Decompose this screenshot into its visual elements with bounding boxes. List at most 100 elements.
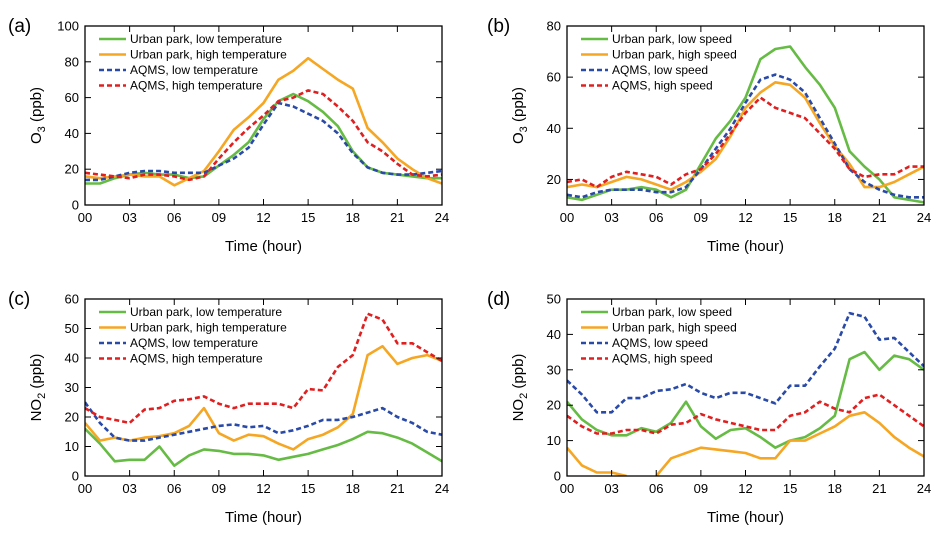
legend-label: AQMS, high temperature <box>130 79 263 93</box>
x-tick-label: 15 <box>301 481 315 496</box>
x-axis-title: Time (hour) <box>225 509 302 526</box>
y-tick-label: 30 <box>65 380 79 395</box>
y-axis-title-subscript: 2 <box>518 393 530 399</box>
y-axis-title-unit: (ppb) <box>510 354 527 393</box>
series-line-4 <box>567 393 924 435</box>
y-tick-label: 60 <box>65 90 79 105</box>
x-tick-label: 18 <box>346 210 360 225</box>
series-group <box>85 312 442 467</box>
x-tick-label: 06 <box>167 481 181 496</box>
x-tick-label: 06 <box>167 210 181 225</box>
y-tick-label: 100 <box>57 19 79 34</box>
legend-label: AQMS, low temperature <box>130 63 258 77</box>
chart-panel-1: (a) 00 03 06 09 12 15 18 21 24 0 20 40 60 80 100 Time (h… <box>8 16 449 255</box>
x-tick-label: 09 <box>212 210 226 225</box>
y-axis-title-unit: (ppb) <box>510 87 527 126</box>
y-axis-title-unit: (ppb) <box>28 354 45 393</box>
series-line-4 <box>85 89 442 182</box>
chart-panel-3: (c) 00 03 06 09 12 15 18 21 24 0 10 20 30 40 50 60 Time (… <box>8 289 449 526</box>
legend-label: AQMS, low speed <box>612 63 708 77</box>
x-tick-label: 24 <box>917 481 931 496</box>
x-tick-label: 24 <box>435 210 449 225</box>
x-tick-label: 06 <box>649 481 663 496</box>
x-tick-label: 12 <box>738 481 752 496</box>
x-tick-label: 12 <box>256 210 270 225</box>
x-axis-title: Time (hour) <box>225 238 302 255</box>
series-line-2 <box>567 81 924 191</box>
legend-label: AQMS, high speed <box>612 352 713 366</box>
series-line-2 <box>85 344 442 451</box>
x-tick-label: 21 <box>390 210 404 225</box>
x-tick-label: 03 <box>122 481 136 496</box>
x-tick-label: 00 <box>78 210 92 225</box>
y-tick-label: 60 <box>547 70 561 85</box>
series-line-3 <box>85 101 442 182</box>
series-line-4 <box>85 312 442 425</box>
y-axis-title-subscript: 2 <box>36 393 48 399</box>
x-axis-title: Time (hour) <box>707 238 784 255</box>
panel-label: (c) <box>8 289 30 310</box>
series-line-2 <box>567 411 924 476</box>
legend-label: Urban park, low speed <box>612 305 732 319</box>
legend: Urban park, low temperature Urban park, h… <box>99 305 287 366</box>
chart-panel-4: (d) 00 03 06 09 12 15 18 21 24 0 10 20 30 40 50 Time (ho… <box>487 289 931 526</box>
x-tick-label: 18 <box>828 481 842 496</box>
series-line-1 <box>85 427 442 467</box>
x-tick-label: 00 <box>78 481 92 496</box>
x-tick-label: 03 <box>604 481 618 496</box>
y-axis-title: NO2 (ppb) <box>510 354 530 422</box>
y-tick-label: 40 <box>547 327 561 342</box>
x-axis-title: Time (hour) <box>707 509 784 526</box>
x-tick-label: 12 <box>738 210 752 225</box>
legend-label: Urban park, high temperature <box>130 321 287 335</box>
x-tick-label: 15 <box>783 210 797 225</box>
legend-label: AQMS, low temperature <box>130 336 258 350</box>
legend-label: Urban park, high temperature <box>130 48 287 62</box>
y-tick-label: 80 <box>65 54 79 69</box>
series-line-1 <box>567 350 924 449</box>
y-tick-label: 10 <box>547 433 561 448</box>
y-tick-label: 80 <box>547 19 561 34</box>
x-tick-label: 15 <box>301 210 315 225</box>
y-tick-label: 10 <box>65 439 79 454</box>
chart-panel-2: (b) 00 03 06 09 12 15 18 21 24 20 40 60 80 Time (hour)… <box>487 16 931 255</box>
legend-label: AQMS, low speed <box>612 336 708 350</box>
legend-label: Urban park, low speed <box>612 32 732 46</box>
y-tick-label: 40 <box>547 121 561 136</box>
y-tick-label: 20 <box>547 172 561 187</box>
y-axis-title: O3 (ppb) <box>28 87 48 144</box>
y-tick-label: 0 <box>72 469 79 484</box>
x-tick-label: 21 <box>872 210 886 225</box>
series-line-2 <box>85 56 442 187</box>
x-tick-label: 12 <box>256 481 270 496</box>
x-tick-label: 18 <box>828 210 842 225</box>
y-tick-label: 40 <box>65 126 79 141</box>
x-tick-label: 06 <box>649 210 663 225</box>
y-tick-label: 40 <box>65 351 79 366</box>
y-tick-label: 20 <box>65 410 79 425</box>
legend-label: Urban park, low temperature <box>130 32 282 46</box>
y-tick-label: 0 <box>554 469 561 484</box>
panel-label: (b) <box>487 16 510 37</box>
legend-label: Urban park, high speed <box>612 48 737 62</box>
panel-label: (d) <box>487 289 510 310</box>
y-axis-title: NO2 (ppb) <box>28 354 48 422</box>
legend: Urban park, low speed Urban park, high sp… <box>581 32 737 93</box>
y-axis-title: O3 (ppb) <box>510 87 530 144</box>
x-tick-label: 15 <box>783 481 797 496</box>
x-tick-label: 03 <box>604 210 618 225</box>
y-axis-title-base: O <box>510 132 527 144</box>
series-line-3 <box>567 311 924 414</box>
y-axis-title-base: O <box>28 132 45 144</box>
x-tick-label: 18 <box>346 481 360 496</box>
series-group <box>567 311 924 476</box>
x-tick-label: 24 <box>917 210 931 225</box>
y-axis-title-unit: (ppb) <box>28 87 45 126</box>
y-axis-title-base: NO <box>28 399 45 422</box>
x-tick-label: 03 <box>122 210 136 225</box>
series-line-4 <box>567 96 924 189</box>
legend-label: AQMS, high temperature <box>130 352 263 366</box>
y-tick-label: 60 <box>65 292 79 307</box>
x-tick-label: 09 <box>212 481 226 496</box>
